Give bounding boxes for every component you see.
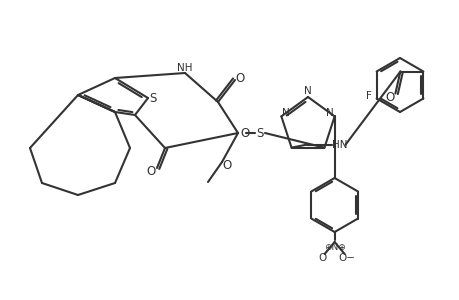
Text: O: O (146, 164, 155, 178)
Text: O−: O− (337, 253, 354, 263)
Text: S: S (149, 92, 157, 104)
Text: N: N (325, 108, 333, 118)
Text: O: O (222, 158, 231, 172)
Text: O: O (240, 127, 249, 140)
Text: O: O (318, 253, 326, 263)
Text: N: N (303, 86, 311, 96)
Text: NH: NH (177, 63, 192, 73)
Text: N: N (282, 108, 290, 118)
Text: ⊕N⊕: ⊕N⊕ (323, 244, 345, 253)
Text: O: O (235, 71, 244, 85)
Text: S: S (256, 127, 263, 140)
Text: O: O (385, 91, 394, 104)
Text: HN: HN (331, 140, 347, 150)
Text: F: F (365, 91, 371, 100)
